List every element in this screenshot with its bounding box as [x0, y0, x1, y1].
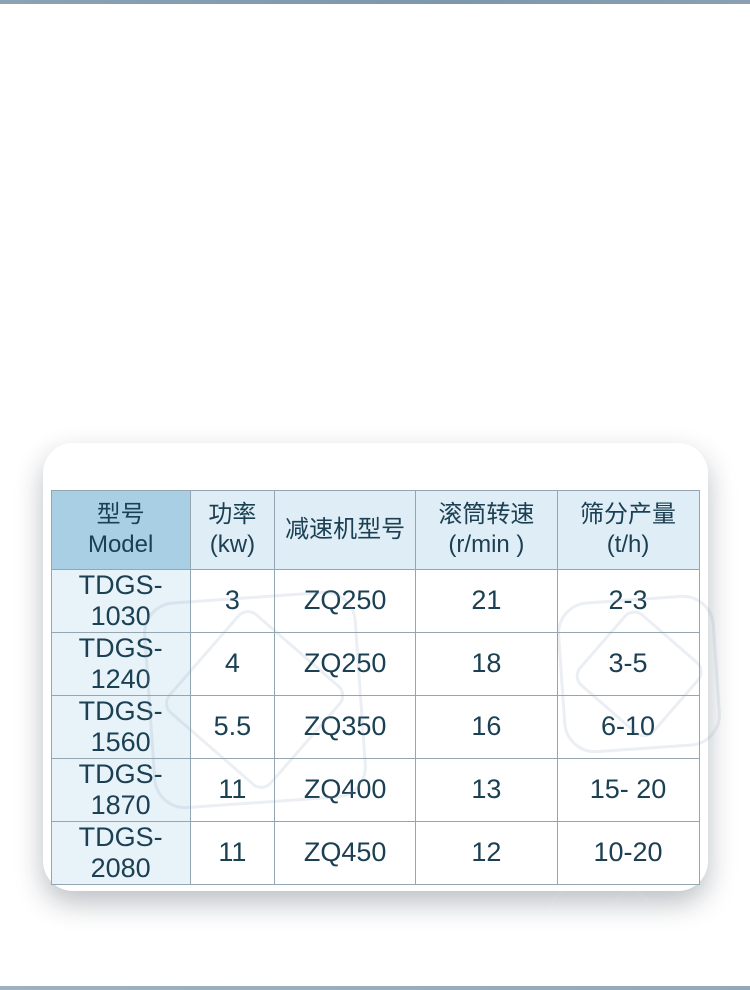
title-english: Parameter list: [250, 96, 500, 138]
column-header-line1: 功率: [208, 500, 257, 528]
column-header-line1: 减速机型号: [285, 515, 406, 543]
table-cell: 3: [189, 568, 276, 633]
table-cell: 6-10: [556, 694, 700, 759]
parameter-card: 型号 Model 功率 (kw) 减速机型号 滚筒转速 (r/min ) 筛分产量 (t/h) …: [42, 442, 708, 891]
table-row: TDGS-1560 5.5 ZQ350 16 6-10: [50, 694, 700, 759]
table-cell: 2-3: [556, 568, 700, 633]
hero-header: Parameter list 滚筒筛分机 参数 可根据客户需求加工定制: [0, 0, 750, 373]
column-header: 型号 Model: [50, 489, 191, 570]
table-body: TDGS-1030 3 ZQ250 21 2-3 TDGS-1240 4 ZQ250 18 3-5…: [50, 568, 700, 885]
column-header: 筛分产量 (t/h): [556, 489, 700, 570]
table-cell: ZQ450: [274, 820, 417, 885]
column-header-line2: Model: [87, 530, 154, 558]
table-cell: 12: [415, 820, 558, 885]
table-row: TDGS-1240 4 ZQ250 18 3-5: [50, 631, 700, 696]
table-cell: ZQ350: [274, 694, 417, 759]
column-header: 功率 (kw): [189, 489, 276, 570]
top-edge-strip: [0, 0, 750, 4]
table-cell: 11: [189, 757, 276, 822]
table-cell: 21: [415, 568, 558, 633]
table-cell: 13: [415, 757, 558, 822]
title-chinese-line2: 参数: [305, 232, 445, 307]
table-cell: TDGS-1870: [50, 757, 191, 822]
column-header-line1: 型号: [96, 500, 145, 528]
parameter-table: 型号 Model 功率 (kw) 减速机型号 滚筒转速 (r/min ) 筛分产量 (t/h) …: [50, 489, 700, 885]
table-cell: TDGS-1560: [50, 694, 191, 759]
column-header-line2: (r/min ): [448, 530, 525, 558]
column-header-line1: 筛分产量: [580, 500, 677, 528]
title-chinese-line1: 滚筒筛分机: [200, 153, 550, 227]
column-header: 滚筒转速 (r/min ): [415, 489, 558, 570]
table-cell: 3-5: [556, 631, 700, 696]
table-cell: ZQ250: [274, 631, 417, 696]
table-cell: TDGS-1030: [50, 568, 191, 633]
table-header-row: 型号 Model 功率 (kw) 减速机型号 滚筒转速 (r/min ) 筛分产量 (t/h): [50, 489, 700, 570]
table-cell: 4: [189, 631, 276, 696]
bottom-edge-strip: [0, 986, 750, 990]
table-cell: 10-20: [556, 820, 700, 885]
table-cell: 11: [189, 820, 276, 885]
table-row: TDGS- 2080 11 ZQ450 12 10-20: [50, 820, 700, 885]
table-cell: 18: [415, 631, 558, 696]
column-header: 减速机型号: [274, 489, 417, 570]
table-cell: ZQ250: [274, 568, 417, 633]
customization-subtitle: 可根据客户需求加工定制: [199, 337, 551, 371]
table-cell: 16: [415, 694, 558, 759]
column-header-line2: (t/h): [606, 530, 650, 558]
table-cell: TDGS- 2080: [50, 820, 191, 885]
table-row: TDGS-1870 11 ZQ400 13 15- 20: [50, 757, 700, 822]
table-row: TDGS-1030 3 ZQ250 21 2-3: [50, 568, 700, 633]
table-cell: 15- 20: [556, 757, 700, 822]
column-header-line2: (kw): [209, 530, 256, 558]
title-chinese: 滚筒筛分机 参数: [0, 151, 750, 311]
table-cell: TDGS-1240: [50, 631, 191, 696]
table-cell: 5.5: [189, 694, 276, 759]
column-header-line1: 滚筒转速: [438, 500, 535, 528]
table-header: 型号 Model 功率 (kw) 减速机型号 滚筒转速 (r/min ) 筛分产量 (t/h): [50, 489, 700, 570]
table-cell: ZQ400: [274, 757, 417, 822]
